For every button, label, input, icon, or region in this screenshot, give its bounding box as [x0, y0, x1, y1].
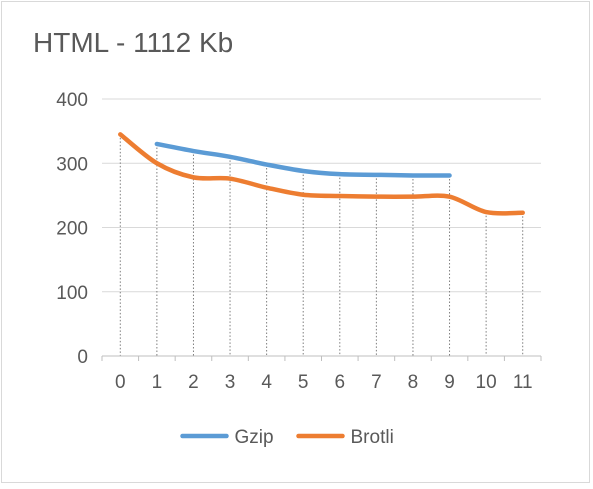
x-axis-ticks: 0 1 2 3 4 5 6 7 8 9 10 11: [115, 372, 533, 393]
x-tick-label: 6: [335, 372, 346, 393]
gridlines: [102, 98, 541, 293]
y-tick-label: 0: [77, 347, 88, 368]
drop-lines: [119, 134, 524, 356]
x-tick-label: 7: [371, 372, 382, 393]
x-tick-label: 0: [115, 372, 126, 393]
legend-label-brotli: Brotli: [351, 427, 394, 448]
x-tick-label: 11: [513, 372, 533, 393]
series-line-brotli: [118, 132, 525, 216]
legend: Gzip Brotli: [180, 427, 394, 448]
x-tick-label: 8: [408, 372, 419, 393]
axes: [101, 355, 542, 361]
x-tick-label: 3: [225, 372, 236, 393]
x-tick-label: 5: [298, 372, 309, 393]
chart-title: HTML - 1112 Kb: [33, 27, 233, 58]
series-line-gzip: [154, 141, 452, 178]
legend-label-gzip: Gzip: [235, 427, 274, 448]
x-tick-label: 2: [188, 372, 199, 393]
x-tick-label: 9: [444, 372, 455, 393]
y-axis-ticks: 0 100 200 300 400: [56, 90, 88, 368]
x-tick-label: 10: [476, 372, 497, 393]
y-tick-label: 200: [56, 219, 88, 240]
series-layer: [118, 132, 525, 216]
x-tick-label: 4: [261, 372, 272, 393]
x-tick-label: 1: [152, 372, 163, 393]
y-tick-label: 100: [56, 283, 88, 304]
y-tick-label: 300: [56, 154, 88, 175]
y-tick-label: 400: [56, 90, 88, 111]
